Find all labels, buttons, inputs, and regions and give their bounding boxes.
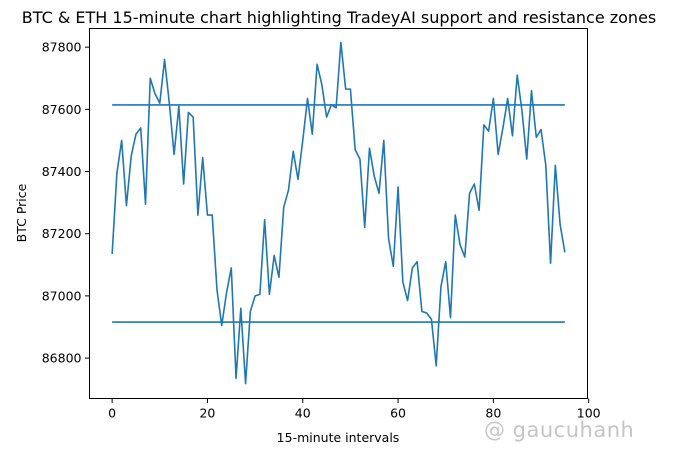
y-tick-label: 87800 — [42, 40, 82, 55]
x-tick-label: 80 — [485, 406, 501, 421]
x-axis: 0 20 40 60 80 100 — [108, 398, 601, 421]
x-axis-label: 15-minute intervals — [277, 430, 400, 445]
x-tick-label: 20 — [199, 406, 215, 421]
y-axis-label: BTC Price — [14, 183, 29, 242]
y-tick-label: 87400 — [42, 164, 82, 179]
y-tick-label: 87200 — [42, 226, 82, 241]
support-resistance-lines — [112, 104, 565, 323]
y-axis: 86800 87000 87200 87400 87600 87800 — [42, 40, 90, 366]
y-tick-label: 87600 — [42, 102, 82, 117]
watermark: @ gaucuhanh — [484, 418, 635, 442]
x-tick-label: 40 — [295, 406, 311, 421]
x-tick-label: 0 — [108, 406, 116, 421]
chart-title: BTC & ETH 15-minute chart highlighting T… — [22, 8, 657, 27]
y-tick-label: 86800 — [42, 351, 82, 366]
x-tick-label: 60 — [390, 406, 406, 421]
x-tick-label: 100 — [577, 406, 601, 421]
plot-frame — [89, 28, 588, 399]
y-tick-label: 87000 — [42, 288, 82, 303]
btc-price-line — [111, 41, 566, 385]
